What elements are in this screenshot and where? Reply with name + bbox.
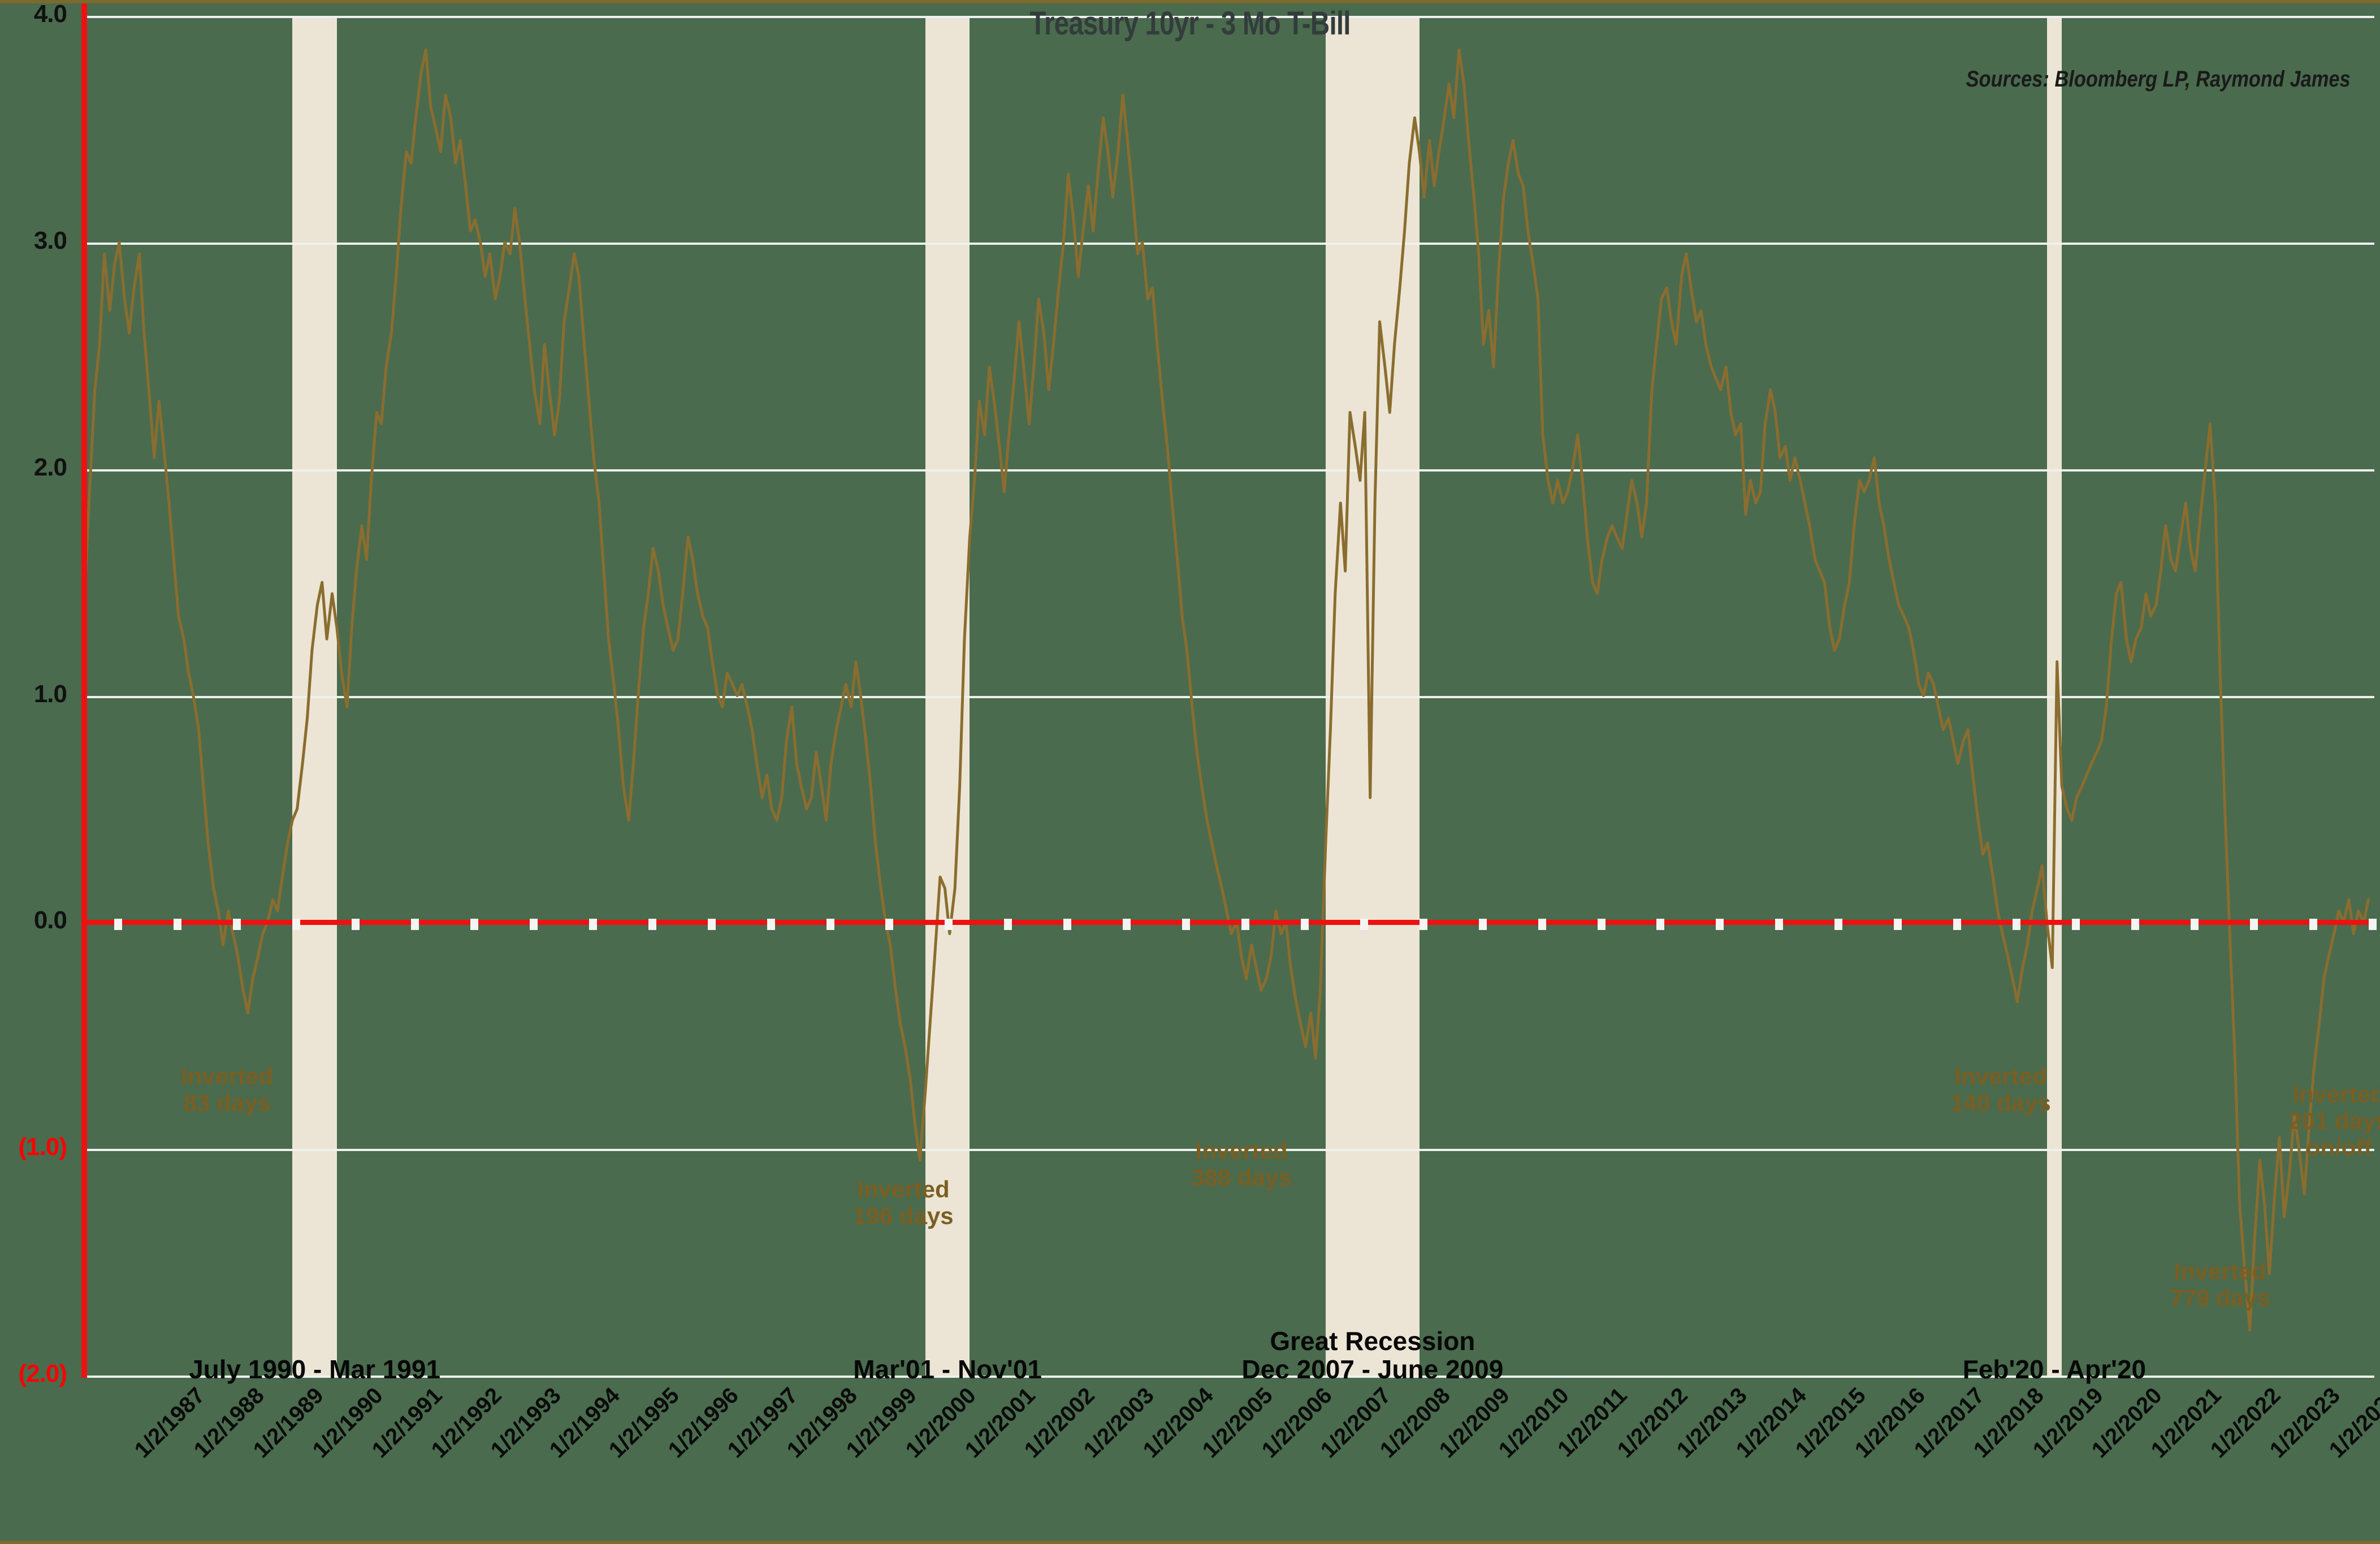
- label-inversion-2006: Inverted 388 days: [1191, 1138, 1292, 1191]
- gridline-3: [85, 242, 2374, 245]
- x-tick-dash: [529, 919, 538, 931]
- x-tick-dash: [826, 919, 834, 931]
- x-tick-dash: [174, 919, 182, 931]
- label-inversion-2000: Inverted 196 days: [853, 1176, 954, 1230]
- chart-title: Treasury 10yr - 3 Mo T-Bill: [1029, 5, 1351, 42]
- y-tick-(2.0): (2.0): [18, 1360, 67, 1387]
- zero-reference-line: [85, 920, 2374, 925]
- gridline--2: [85, 1376, 2374, 1378]
- sources-note: Sources: Bloomberg LP, Raymond James: [1966, 67, 2351, 92]
- gridline-2: [85, 469, 2374, 472]
- plot-area: Inverted 83 days Inverted 196 days Inverte…: [81, 3, 2380, 1383]
- x-tick-dash: [2309, 919, 2317, 931]
- x-tick-dash: [2368, 919, 2377, 931]
- x-tick-dash: [1478, 919, 1487, 931]
- x-tick-dash: [2131, 919, 2139, 931]
- x-tick-dash: [945, 919, 953, 931]
- gridline-1: [85, 695, 2374, 698]
- x-tick-dash: [648, 919, 656, 931]
- x-tick-dash: [707, 919, 716, 931]
- x-tick-dash: [1597, 919, 1606, 931]
- y-tick-3.0: 3.0: [33, 226, 67, 254]
- x-tick-dash: [885, 919, 894, 931]
- x-tick-dash: [470, 919, 478, 931]
- x-tick-dash: [1538, 919, 1546, 931]
- x-tick-dash: [1775, 919, 1784, 931]
- x-tick-dash: [1834, 919, 1843, 931]
- x-tick-dash: [1360, 919, 1368, 931]
- series-treasury-spread: [83, 48, 2370, 1332]
- x-tick-dash: [411, 919, 419, 931]
- x-axis-ticks: 1/2/1987 1/2/1988 1/2/1989 1/2/1990 1/2/1991…: [0, 1383, 2380, 1541]
- x-tick-dash: [1182, 919, 1191, 931]
- x-tick-dash: [588, 919, 597, 931]
- y-axis-line: [81, 3, 87, 1378]
- y-tick-4.0: 4.0: [33, 0, 67, 28]
- x-tick-dash: [1004, 919, 1012, 931]
- label-inversion-2024: Inverted 201 days on/off: [2288, 1080, 2380, 1161]
- x-tick-dash: [1894, 919, 1902, 931]
- x-tick-dash: [1063, 919, 1072, 931]
- x-tick-dash: [1716, 919, 1724, 931]
- x-tick-dash: [233, 919, 241, 931]
- x-tick-dash: [1241, 919, 1249, 931]
- x-tick-dash: [352, 919, 360, 931]
- label-recession-2008: Great Recession Dec 2007 - June 2009: [1241, 1326, 1504, 1384]
- x-tick-dash: [767, 919, 775, 931]
- label-recession-1990: July 1990 - Mar 1991: [189, 1355, 441, 1384]
- x-tick-dash: [2012, 919, 2020, 931]
- label-recession-2001: Mar'01 - Nov'01: [853, 1355, 1042, 1384]
- x-tick-dash: [1656, 919, 1665, 931]
- x-tick-dash: [1419, 919, 1427, 931]
- x-tick-dash: [2249, 919, 2258, 931]
- label-recession-2020: Feb'20 - Apr'20: [1962, 1355, 2147, 1384]
- x-tick-dash: [1953, 919, 1962, 931]
- gridline--1: [85, 1149, 2374, 1152]
- label-inversion-2022: Inverted 779 days: [2170, 1257, 2270, 1311]
- y-tick-0.0: 0.0: [33, 906, 67, 935]
- x-tick-dash: [292, 919, 301, 931]
- x-tick-dash: [1300, 919, 1309, 931]
- x-tick-dash: [2190, 919, 2199, 931]
- x-tick-dash: [114, 919, 123, 931]
- x-tick-dash: [2071, 919, 2080, 931]
- x-tick-dash: [1123, 919, 1131, 931]
- y-tick-1.0: 1.0: [33, 680, 67, 708]
- y-tick-2.0: 2.0: [33, 453, 67, 481]
- label-inversion-1989: Inverted 83 days: [181, 1062, 274, 1116]
- gridline-4: [85, 16, 2374, 18]
- label-inversion-2019: Inverted 140 days: [1950, 1062, 2051, 1116]
- y-tick-(1.0): (1.0): [18, 1133, 67, 1161]
